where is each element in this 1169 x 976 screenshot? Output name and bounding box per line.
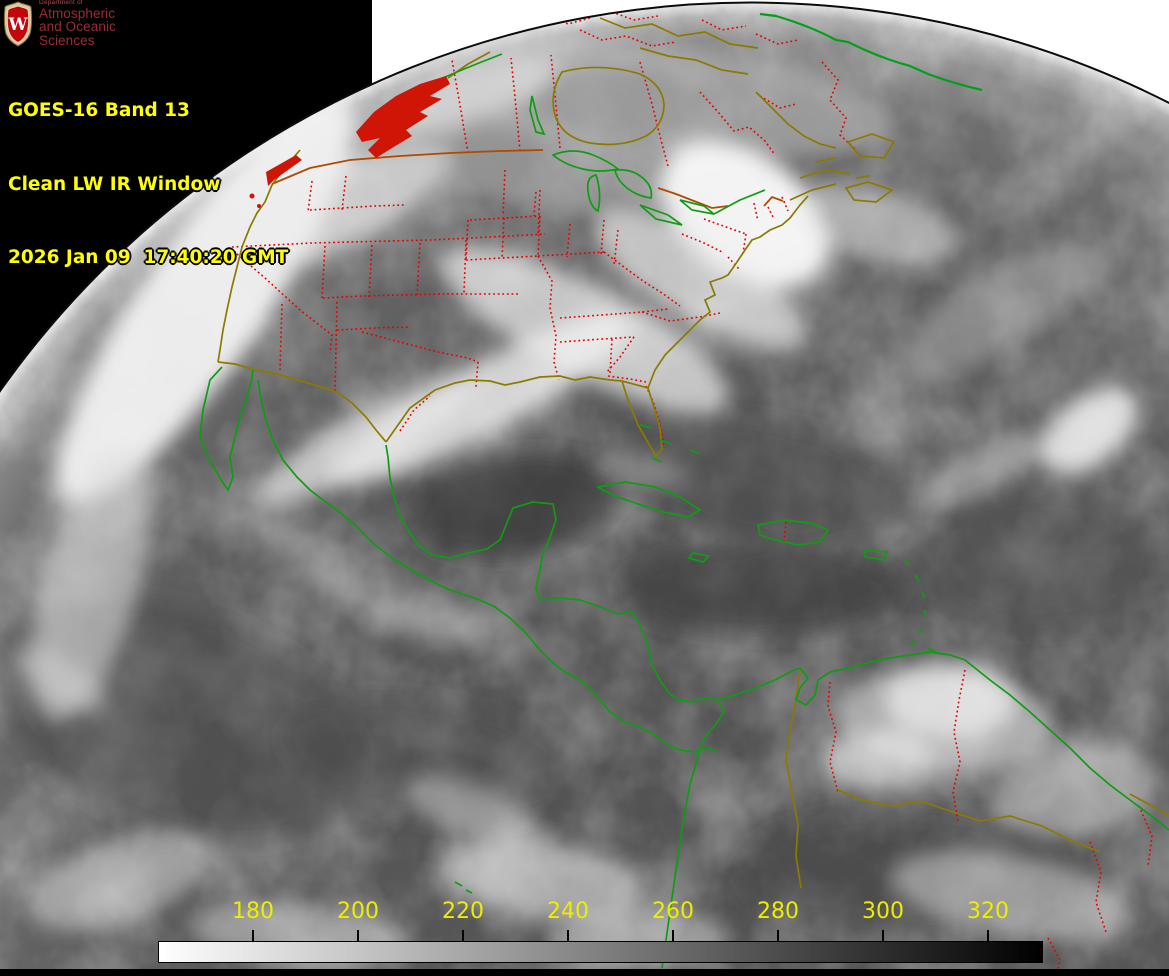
colorbar-tick xyxy=(567,930,569,941)
colorbar-label: 280 xyxy=(757,899,799,924)
crest-letter: W xyxy=(7,15,28,35)
title-satellite-band: GOES-16 Band 13 xyxy=(8,100,190,121)
title-channel-name: Clean LW IR Window xyxy=(8,173,221,195)
colorbar-tick xyxy=(462,930,464,941)
south-america-borders xyxy=(827,669,1153,976)
colorbar-label: 300 xyxy=(862,899,904,924)
olive-coastlines xyxy=(217,17,1169,889)
colorbar-tick xyxy=(882,930,884,941)
uw-crest-logo: W xyxy=(3,1,33,47)
title-timestamp: 2026 Jan 09 17:40:20 GMT xyxy=(8,247,289,268)
colorbar-label: 180 xyxy=(232,899,274,924)
colorbar-tick xyxy=(777,930,779,941)
national-borders xyxy=(271,149,784,209)
colorbar-label: 200 xyxy=(337,899,379,924)
earth-limb xyxy=(0,1,1169,393)
green-coastlines xyxy=(199,53,1169,969)
colorbar-label: 260 xyxy=(652,899,694,924)
colorbar-label: 240 xyxy=(547,899,589,924)
banner-text: Department of Atmospheric and Oceanic Sc… xyxy=(39,0,160,48)
colorbar-label: 220 xyxy=(442,899,484,924)
colorbar-gradient-bar xyxy=(158,941,1043,963)
colorbar-tick xyxy=(252,930,254,941)
image-title-block: GOES-16 Band 13 Clean LW IR Window 2026 … xyxy=(8,50,288,320)
us-state-borders xyxy=(229,169,789,543)
colorbar-tick xyxy=(672,930,674,941)
colorbar-label: 320 xyxy=(967,899,1009,924)
banner-dept-name-line2: and Oceanic Sciences xyxy=(39,19,116,49)
banner-dept-name-line1: Atmospheric xyxy=(39,5,116,21)
cloud-masses xyxy=(11,31,1160,970)
colorbar-tick xyxy=(987,930,989,941)
banner-dept-label: Department of xyxy=(39,0,83,7)
colorbar-tick xyxy=(357,930,359,941)
canada-borders xyxy=(451,11,857,167)
greenland-coastline xyxy=(759,12,983,92)
bottom-border-strip xyxy=(0,969,1169,976)
uw-aos-banner: W Department of Atmospheric and Oceanic … xyxy=(0,0,160,48)
